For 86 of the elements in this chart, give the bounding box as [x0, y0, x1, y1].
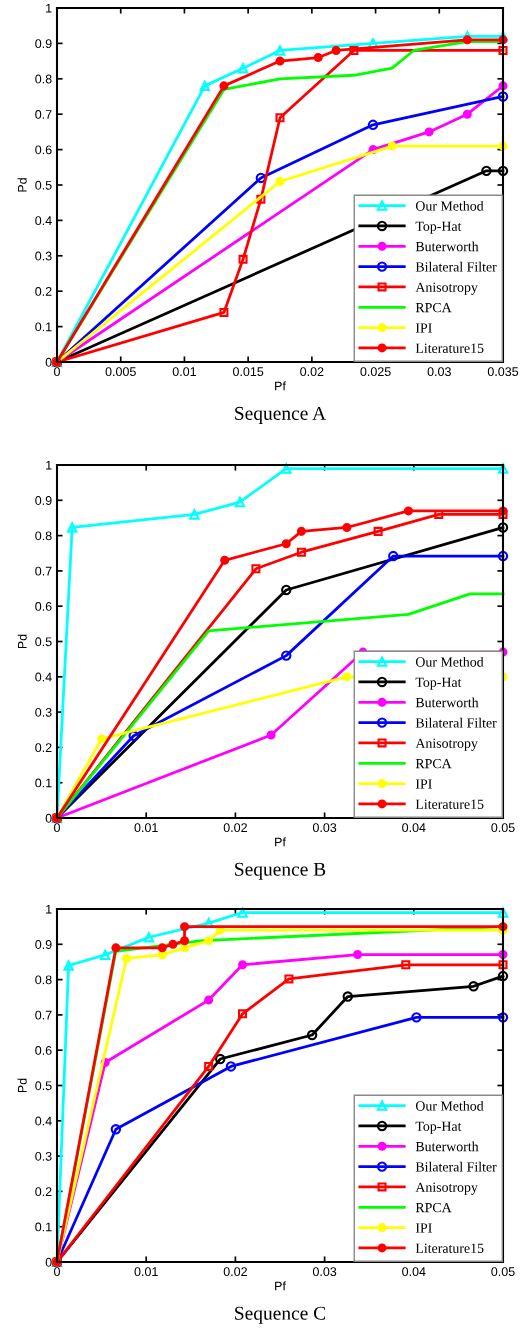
x-tick-label: 0.01: [134, 1267, 158, 1277]
legend-label: Literature15: [415, 1243, 484, 1253]
x-tick-label: 0: [54, 823, 60, 833]
legend-label: Anisotropy: [415, 282, 478, 295]
legend-label: Buterworth: [415, 1141, 479, 1152]
x-tick-label: 0.035: [487, 367, 519, 377]
legend-label: IPI: [415, 779, 432, 789]
y-tick-label: 0.5: [35, 637, 52, 647]
legend-label: Literature15: [415, 799, 484, 809]
x-tick-label: 0.04: [402, 823, 426, 833]
y-tick-label: 0.3: [35, 1151, 52, 1161]
x-tick-label: 0.025: [360, 367, 391, 377]
y-tick-label: 0.7: [35, 110, 52, 119]
y-tick-label: 0.1: [35, 778, 52, 788]
text: Sequence B: [235, 862, 326, 880]
legend-label: Our Method: [415, 1100, 484, 1111]
x-tick-label: 0.01: [134, 823, 158, 833]
text: Sequence C: [235, 1306, 326, 1324]
x-tick-label: 0.03: [312, 823, 337, 833]
y-tick-label: 0.6: [35, 1046, 52, 1055]
y-tick-label: 1: [46, 460, 52, 470]
y-tick-label: 0.5: [35, 1081, 52, 1091]
y-tick-label: 0: [45, 357, 52, 367]
y-tick-label: 0.2: [35, 1187, 52, 1197]
legend-label: Anisotropy: [415, 738, 478, 751]
x-tick-label: 0.03: [427, 367, 451, 377]
y-tick-label: 0.4: [35, 1116, 52, 1126]
legend-label: Top-Hat: [415, 677, 462, 690]
legend-label: Bilateral Filter: [415, 1161, 497, 1172]
x-axis-title: Pf: [275, 837, 286, 847]
x-tick-label: 0.03: [312, 1267, 337, 1277]
legend-label: Buterworth: [415, 697, 479, 708]
y-tick-label: 0.6: [35, 602, 52, 611]
y-tick-label: 0.7: [35, 566, 52, 576]
y-tick-label: 0.4: [35, 672, 52, 682]
legend-label: Top-Hat: [415, 1121, 462, 1134]
y-tick-label: 0.9: [35, 940, 52, 949]
y-tick-label: 0.2: [35, 743, 52, 753]
y-tick-label: 0.3: [35, 251, 52, 261]
x-tick-label: 0: [54, 1267, 60, 1277]
y-tick-label: 1: [46, 904, 52, 914]
x-tick-label: 0.04: [402, 1267, 426, 1277]
legend-label: Anisotropy: [415, 1182, 478, 1195]
x-tick-label: 0.005: [105, 367, 136, 377]
x-tick-label: 0.02: [300, 367, 324, 377]
y-tick-label: 0.8: [35, 531, 52, 541]
x-tick-label: 0.05: [491, 1267, 515, 1277]
x-tick-label: 0.02: [223, 823, 247, 833]
y-tick-label: 0.1: [35, 322, 52, 332]
y-tick-label: 0.7: [35, 1010, 52, 1020]
legend-label: RPCA: [415, 758, 452, 769]
x-tick-label: 0.01: [172, 367, 196, 377]
legend-label: Buterworth: [415, 241, 479, 252]
y-axis-title: Pd: [17, 1078, 27, 1093]
legend-label: Top-Hat: [415, 221, 462, 234]
y-tick-label: 0.4: [35, 216, 52, 226]
legend-label: Bilateral Filter: [415, 717, 497, 728]
y-tick-label: 0.6: [35, 145, 52, 155]
legend-label: RPCA: [415, 1202, 452, 1213]
y-tick-label: 0.8: [35, 74, 52, 84]
legend-label: IPI: [415, 1223, 432, 1233]
x-tick-label: 0.05: [491, 823, 515, 833]
x-tick-label: 0: [54, 367, 60, 377]
y-tick-label: 1: [46, 3, 52, 13]
legend-label: RPCA: [415, 302, 452, 313]
y-tick-label: 0.1: [35, 1222, 52, 1232]
legend-label: Our Method: [415, 656, 484, 667]
x-tick-label: 0.02: [223, 1267, 247, 1277]
x-axis-title: Pf: [275, 381, 286, 391]
legend-label: Our Method: [415, 200, 484, 211]
y-axis-title: Pd: [17, 634, 27, 649]
y-tick-label: 0.8: [35, 975, 52, 985]
x-tick-label: 0.015: [232, 367, 264, 377]
y-tick-label: 0.9: [35, 496, 52, 505]
y-tick-label: 0.5: [35, 180, 52, 190]
legend-label: Literature15: [415, 343, 484, 353]
y-tick-label: 0: [45, 813, 52, 823]
y-tick-label: 0.9: [35, 39, 52, 49]
y-axis-title: Pd: [17, 178, 27, 192]
legend-label: IPI: [415, 323, 432, 333]
y-tick-label: 0.2: [35, 287, 52, 296]
x-axis-title: Pf: [275, 1281, 286, 1291]
y-tick-label: 0.3: [35, 707, 52, 717]
legend-label: Bilateral Filter: [415, 261, 497, 272]
text: Sequence A: [235, 406, 327, 424]
y-tick-label: 0: [45, 1257, 52, 1267]
